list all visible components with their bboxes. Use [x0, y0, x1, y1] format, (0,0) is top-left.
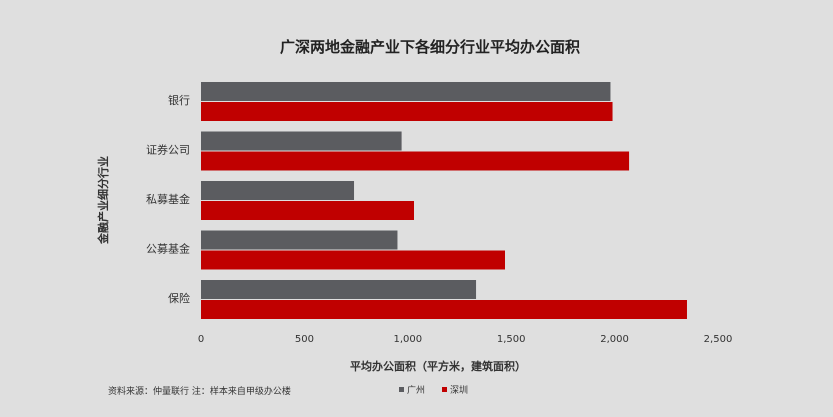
legend-label: 广州 [407, 384, 425, 396]
bar-shenzhen-3 [201, 250, 505, 270]
bar-shenzhen-0 [201, 102, 613, 121]
bars-group [201, 82, 687, 319]
bar-shenzhen-1 [201, 151, 630, 171]
bar-guangzhou-4 [201, 280, 477, 299]
legend-swatch [399, 387, 404, 392]
category-label: 公募基金 [146, 242, 190, 256]
legend-label: 深圳 [450, 385, 468, 396]
bar-shenzhen-2 [201, 201, 415, 220]
bar-guangzhou-2 [201, 181, 355, 200]
x-tick-label: 2,500 [704, 334, 733, 345]
chart-title: 广深两地金融产业下各细分行业平均办公面积 [280, 38, 580, 56]
bar-guangzhou-0 [201, 82, 611, 101]
bar-guangzhou-1 [201, 131, 402, 151]
legend-swatch [442, 387, 447, 392]
x-axis-title: 平均办公面积（平方米，建筑面积） [350, 359, 526, 373]
category-label: 证券公司 [146, 143, 190, 157]
x-tick-label: 1,500 [497, 334, 526, 345]
bar-guangzhou-3 [201, 230, 398, 250]
footnote: 资料来源：仲量联行 注：样本来自甲级办公楼 [108, 385, 291, 397]
legend: 广州 深圳 [399, 384, 468, 396]
bar-shenzhen-4 [201, 300, 687, 319]
x-tick-label: 2,000 [600, 334, 629, 345]
y-axis-title: 金融产业细分行业 [96, 156, 110, 245]
x-tick-label: 0 [198, 334, 204, 345]
x-tick-label: 1,000 [393, 334, 422, 345]
category-label: 银行 [168, 93, 190, 107]
category-label: 保险 [168, 291, 190, 305]
x-tick-labels: 0 500 1,000 1,500 2,000 2,500 [198, 334, 733, 345]
category-label: 私募基金 [146, 192, 190, 206]
x-tick-label: 500 [295, 334, 314, 345]
